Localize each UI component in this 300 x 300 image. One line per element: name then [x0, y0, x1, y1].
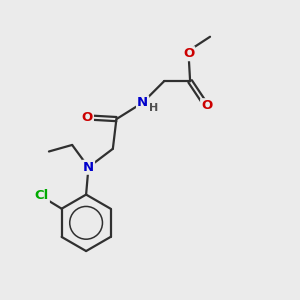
Text: O: O — [183, 47, 194, 60]
Text: N: N — [137, 96, 148, 109]
Text: O: O — [201, 99, 212, 112]
Text: Cl: Cl — [34, 189, 49, 203]
Text: H: H — [149, 103, 158, 113]
Text: O: O — [82, 111, 93, 124]
Text: N: N — [83, 161, 94, 174]
